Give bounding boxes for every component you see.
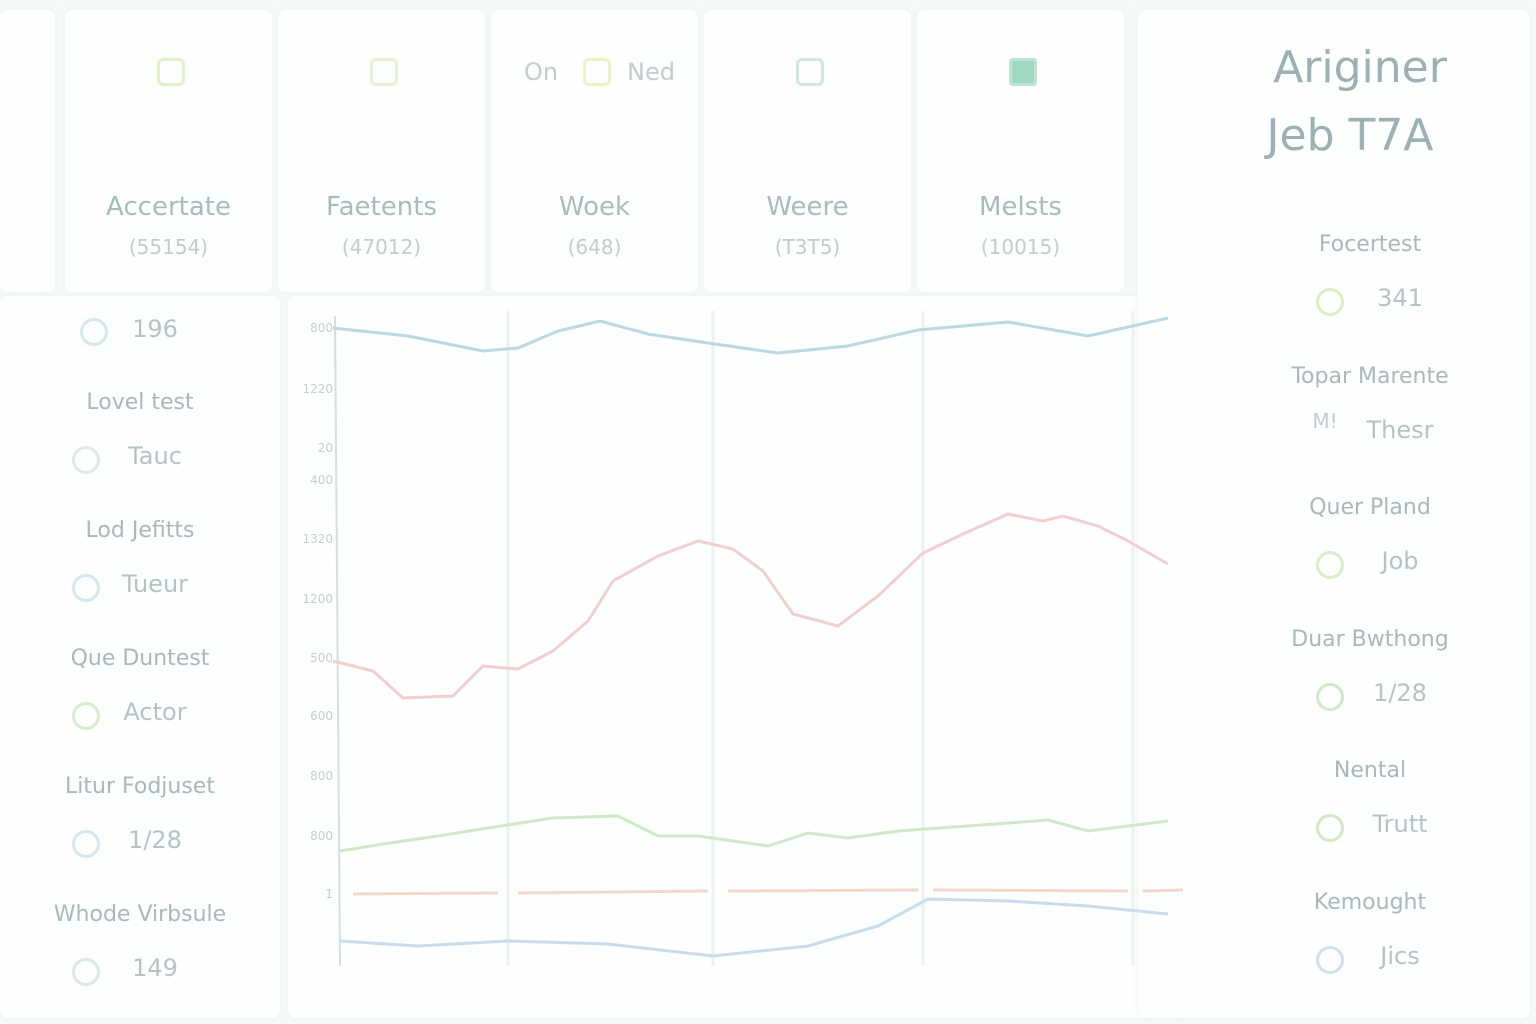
y-tick-label: 500 <box>310 651 333 665</box>
chart: 800 1220 20 400 1320 1200 500 600 800 800 1 <box>302 311 1184 967</box>
panel-icon <box>1316 945 1344 974</box>
panel-value: Job <box>1381 547 1419 575</box>
y-tick-label: 1320 <box>302 532 333 546</box>
panel-value: 341 <box>1377 284 1423 312</box>
card-title: Faetents <box>326 192 437 222</box>
card-tag: On <box>523 58 559 86</box>
panel-icon <box>1316 814 1344 842</box>
card-title: Woek <box>558 192 631 222</box>
card-tag: Ned <box>627 58 675 86</box>
chart-panel <box>288 296 1188 1018</box>
y-tick-label: 1220 <box>302 382 333 396</box>
card <box>704 10 911 292</box>
card-icon <box>1009 58 1037 86</box>
corner <box>0 10 55 292</box>
sidebar-icon <box>72 702 100 730</box>
sidebar-value: 1/28 <box>128 826 182 854</box>
y-tick-label: 400 <box>310 473 333 487</box>
subtitle: Jeb T7A <box>1266 110 1434 161</box>
panel-label: Quer Pland <box>1309 495 1431 520</box>
y-tick-label: 1 <box>325 887 333 901</box>
y-tick-label: 20 <box>318 441 333 455</box>
y-tick-label: 600 <box>310 709 333 723</box>
panel-label: Focertest <box>1318 232 1422 257</box>
panel-value: Thesr <box>1366 415 1434 444</box>
card-icon <box>583 58 611 86</box>
sidebar-icon <box>72 830 100 858</box>
card-icon <box>157 58 185 86</box>
sidebar-value: Tauc <box>128 442 182 470</box>
card <box>491 10 698 292</box>
sidebar-value: Tueur <box>121 570 189 598</box>
sidebar-label: Lod Jefitts <box>85 518 195 543</box>
card-icon <box>370 58 398 86</box>
sidebar-value: Actor <box>123 698 187 726</box>
sidebar-label: Lovel test <box>86 390 194 415</box>
panel-label: Nental <box>1333 758 1407 783</box>
panel-value: Trutt <box>1372 810 1428 838</box>
card-title: Weere <box>766 192 849 222</box>
panel-label: Duar Bwthong <box>1291 626 1449 652</box>
panel-icon <box>1316 551 1344 579</box>
sidebar-label: Whode Virbsule <box>53 902 227 927</box>
sidebar-icon <box>72 446 100 474</box>
right-panel <box>1138 10 1530 1018</box>
sidebar <box>0 296 280 1018</box>
card <box>65 10 272 292</box>
card-title: Melsts <box>979 192 1062 222</box>
sidebar-icon <box>80 318 108 346</box>
panel-icon <box>1316 682 1344 711</box>
panel-value: 1/28 <box>1373 678 1427 707</box>
sidebar-label: Litur Fodjuset <box>65 774 215 799</box>
title: Ariginer <box>1273 42 1447 93</box>
card-sub: (10015) <box>980 235 1061 259</box>
y-tick-label: 800 <box>310 321 333 335</box>
y-tick-label: 800 <box>310 829 333 843</box>
card <box>278 10 485 292</box>
sidebar-icon <box>72 958 100 986</box>
sidebar-icon <box>72 574 100 602</box>
panel-value: Jics <box>1380 941 1420 970</box>
sidebar-label: Que Duntest <box>70 646 210 671</box>
panel-label: Kemought <box>1313 889 1427 915</box>
panel-icon <box>1316 288 1344 316</box>
y-tick-label: 800 <box>310 769 333 783</box>
card-sub: (T3T5) <box>774 235 841 259</box>
card-title: Accertate <box>106 192 231 222</box>
sidebar-top: 196 <box>132 315 178 343</box>
panel-icon: M! <box>1312 408 1338 433</box>
y-tick-label: 1200 <box>302 592 333 606</box>
card-sub: (47012) <box>341 235 422 259</box>
panel-label: Topar Marente <box>1291 363 1449 389</box>
sidebar-value: 149 <box>132 954 178 982</box>
card-sub: (55154) <box>128 235 209 259</box>
card <box>917 10 1124 292</box>
card-icon <box>796 58 824 86</box>
card-sub: (648) <box>567 235 622 259</box>
